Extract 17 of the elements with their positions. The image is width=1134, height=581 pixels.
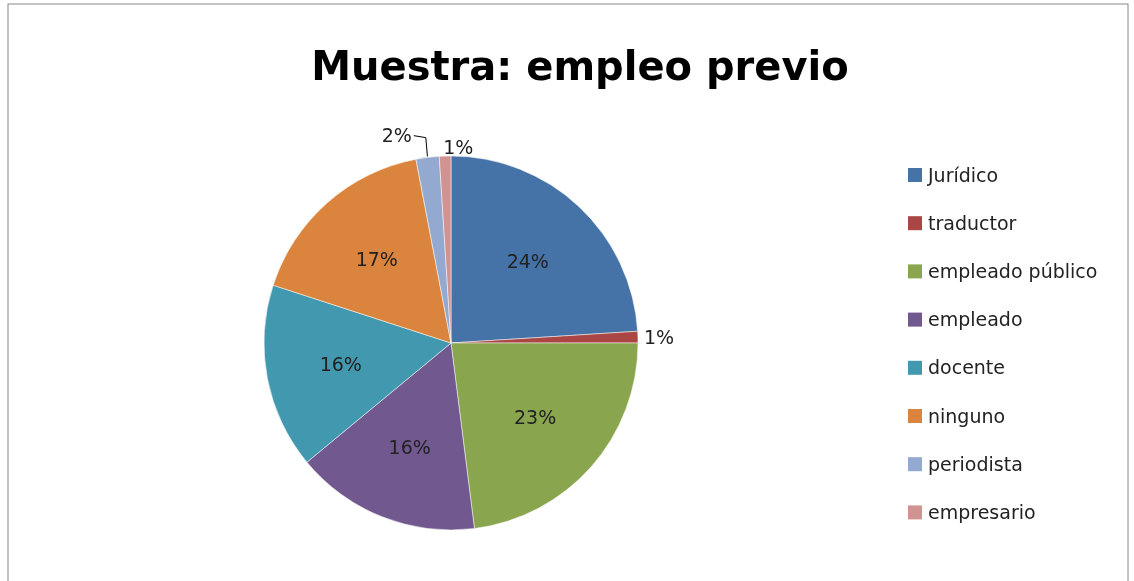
legend-label: docente xyxy=(928,356,1006,379)
data-label: 17% xyxy=(355,247,398,270)
legend-label: ninguno xyxy=(928,404,1006,427)
data-label: 16% xyxy=(388,435,431,458)
legend-label: traductor xyxy=(928,211,1017,234)
data-label: 1% xyxy=(443,135,474,158)
chart-title: Muestra: empleo previo xyxy=(311,43,849,89)
data-label: 24% xyxy=(506,249,549,272)
legend-label: empresario xyxy=(928,501,1036,524)
legend-label: empleado xyxy=(928,308,1023,331)
data-label: 1% xyxy=(643,325,675,348)
data-label: 23% xyxy=(514,405,557,428)
legend-label: empleado público xyxy=(928,260,1098,283)
data-label: 16% xyxy=(319,352,362,375)
data-label: 2% xyxy=(381,124,412,147)
legend-label: Jurídico xyxy=(927,163,999,186)
legend-label: periodista xyxy=(928,452,1023,475)
